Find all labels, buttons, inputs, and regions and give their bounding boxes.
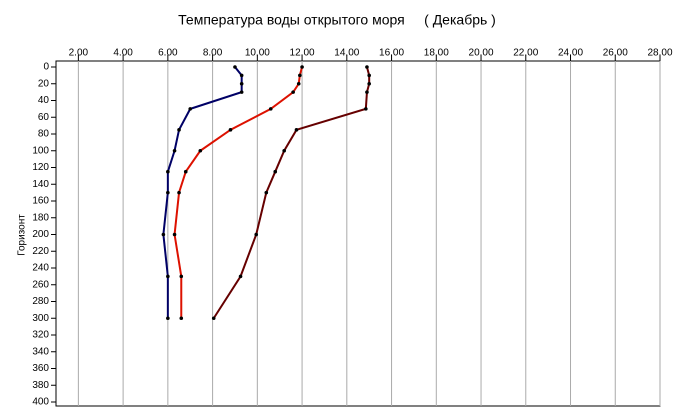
data-point (239, 90, 244, 94)
x-tick-label: 14.00 (334, 48, 359, 59)
series-line (212, 66, 371, 319)
y-tick-label: 40 (38, 95, 50, 106)
data-point (228, 128, 233, 132)
x-tick-label: 2.00 (69, 48, 89, 59)
y-tick-label: 260 (32, 279, 49, 290)
y-tick-label: 180 (32, 212, 49, 223)
data-point (364, 107, 368, 111)
x-tick-label: 4.00 (113, 48, 133, 59)
y-tick-label: 400 (32, 397, 49, 408)
data-point (233, 65, 237, 69)
data-point (294, 128, 299, 132)
y-tick-label: 340 (32, 346, 49, 357)
x-tick-label: 26.00 (603, 48, 628, 59)
data-point (291, 90, 295, 94)
x-tick-label: 28.00 (647, 48, 672, 59)
y-tick-label: 80 (38, 129, 50, 140)
data-point (166, 169, 170, 174)
y-tick-label: 120 (32, 162, 49, 173)
y-tick-label: 280 (32, 296, 49, 307)
data-point (177, 128, 181, 132)
data-point (166, 316, 170, 321)
data-point (239, 81, 244, 86)
chart-title: Температура воды открытого моря ( Декабр… (178, 12, 496, 28)
y-tick-label: 20 (38, 78, 50, 89)
series-line (162, 66, 243, 319)
data-point (367, 81, 371, 86)
y-tick-label: 0 (43, 62, 49, 73)
y-tick-label: 240 (32, 263, 49, 274)
data-point (268, 107, 273, 111)
x-tick-label: 20.00 (469, 48, 494, 59)
data-point (298, 73, 302, 78)
y-tick-label: 200 (32, 229, 49, 240)
data-point (198, 148, 203, 153)
y-tick-label: 220 (32, 246, 49, 257)
data-point (161, 232, 166, 237)
x-tick-label: 12.00 (290, 48, 315, 59)
data-point (211, 316, 216, 321)
y-tick-label: 100 (32, 145, 49, 156)
data-point (239, 73, 244, 78)
data-point (367, 73, 371, 78)
data-point (254, 232, 259, 237)
data-point (166, 190, 170, 195)
y-axis-label: Горизонт (17, 214, 28, 256)
data-point (264, 190, 269, 195)
data-point (365, 65, 369, 69)
y-tick-label: 300 (32, 313, 49, 324)
plot-area (55, 60, 661, 407)
data-point (282, 148, 286, 153)
data-point (365, 90, 369, 94)
x-tick-label: 16.00 (379, 48, 404, 59)
data-point (179, 274, 184, 279)
x-tick-label: 22.00 (513, 48, 538, 59)
y-tick-label: 140 (32, 179, 49, 190)
x-tick-label: 6.00 (158, 48, 178, 59)
y-tick-label: 380 (32, 380, 49, 391)
data-point (177, 190, 181, 195)
x-tick-label: 24.00 (558, 48, 583, 59)
data-point (179, 316, 184, 321)
data-point (238, 274, 243, 279)
data-point (166, 274, 170, 279)
data-point (296, 81, 301, 86)
data-point (183, 169, 188, 174)
y-tick-label: 360 (32, 363, 49, 374)
data-point (273, 169, 278, 174)
x-tick-label: 10.00 (245, 48, 270, 59)
y-tick-label: 160 (32, 196, 49, 207)
data-point (172, 148, 177, 153)
y-tick-label: 320 (32, 330, 49, 341)
data-point (188, 107, 193, 111)
data-point (172, 232, 177, 237)
x-tick-label: 8.00 (203, 48, 223, 59)
data-point (300, 65, 304, 69)
y-tick-label: 60 (38, 112, 50, 123)
x-tick-label: 18.00 (424, 48, 449, 59)
